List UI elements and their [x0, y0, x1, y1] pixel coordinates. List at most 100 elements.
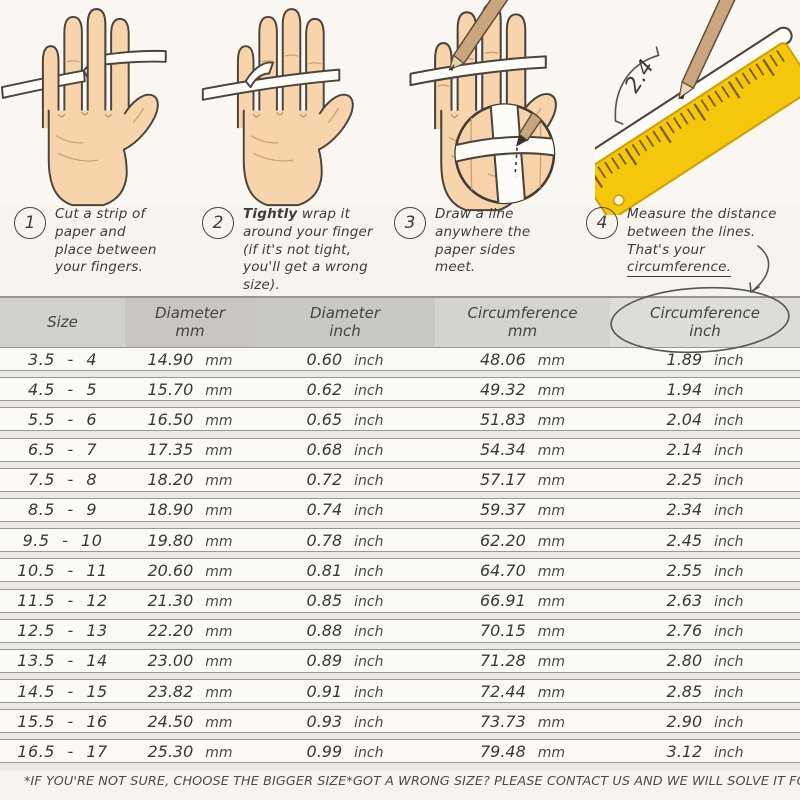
circumference-mm-value: 73.73	[479, 711, 526, 731]
size-table-header: Size Diameter mm Diameter inch Circumferen…	[0, 296, 800, 349]
cell-circumference-inch: 1.94 inch	[610, 380, 800, 399]
diameter-mm-value: 20.60	[147, 560, 194, 580]
circumference-inch-unit: inch	[714, 352, 744, 369]
cell-size: 14.5 - 15	[17, 681, 108, 701]
diameter-inch-unit: inch	[354, 594, 384, 610]
header-size: Size	[0, 298, 125, 347]
cell-size: 9.5 - 10	[22, 530, 103, 550]
circumference-mm-value: 71.28	[479, 651, 526, 671]
illustration-row: 2.4	[0, 0, 800, 216]
cell-circumference-inch: 2.55 inch	[610, 561, 800, 580]
circumference-inch-unit: inch	[714, 654, 744, 671]
diameter-mm-value: 21.30	[147, 591, 194, 610]
cell-diameter-inch: 0.81 inch	[255, 561, 435, 580]
cell-circumference-inch: 2.90 inch	[610, 712, 800, 731]
cell-diameter-mm: 15.70 mm	[125, 380, 255, 399]
cell-circumference-inch: 2.14 inch	[610, 440, 800, 459]
table-row: 8.5 - 9 18.90 mm 0.74 inch 59.37 mm 2.34 inc…	[0, 497, 800, 522]
diameter-inch-unit: inch	[354, 473, 384, 490]
diameter-inch-unit: inch	[354, 714, 384, 731]
cell-circumference-mm: 57.17 mm	[435, 470, 610, 489]
step-4: 4 Measure the distance between the lines…	[572, 206, 800, 295]
cell-size: 5.5 - 6	[27, 409, 98, 429]
cell-size: 7.5 - 8	[27, 470, 98, 490]
header-diameter-inch: Diameter inch	[255, 298, 435, 347]
circumference-mm-value: 62.20	[479, 530, 526, 550]
step-3: 3 Draw a line anywhere the paper sides m…	[380, 206, 572, 295]
circumference-mm-unit: mm	[537, 352, 566, 369]
diameter-mm-unit: mm	[205, 382, 233, 399]
table-row: 16.5 - 17 25.30 mm 0.99 inch 79.48 mm 3.12 i…	[0, 739, 800, 764]
diameter-mm-unit: mm	[205, 533, 233, 550]
circumference-inch-value: 2.04	[666, 409, 703, 429]
diameter-inch-value: 0.74	[306, 500, 343, 520]
cell-circumference-inch: 2.34 inch	[610, 500, 800, 519]
diameter-inch-unit: inch	[354, 352, 384, 369]
circumference-inch-value: 2.63	[666, 591, 703, 610]
circumference-inch-unit: inch	[714, 533, 744, 550]
cell-diameter-inch: 0.68 inch	[255, 440, 435, 459]
cell-diameter-inch: 0.88 inch	[255, 621, 435, 640]
cell-circumference-mm: 48.06 mm	[435, 350, 610, 369]
diameter-mm-value: 22.20	[147, 621, 194, 641]
footer-note-2: *GOT A WRONG SIZE? PLEASE CONTACT US AND…	[346, 774, 800, 789]
cell-diameter-inch: 0.60 inch	[255, 350, 435, 369]
circumference-inch-unit: inch	[714, 563, 744, 580]
circumference-inch-value: 1.89	[666, 349, 703, 369]
diameter-mm-unit: mm	[205, 714, 233, 731]
circumference-inch-value: 2.34	[666, 500, 703, 520]
cell-diameter-inch: 0.99 inch	[255, 742, 435, 761]
circumference-mm-unit: mm	[537, 382, 566, 399]
diameter-mm-unit: mm	[205, 624, 233, 641]
circumference-mm-value: 54.34	[479, 440, 526, 460]
cell-diameter-inch: 0.65 inch	[255, 410, 435, 429]
circumference-mm-value: 49.32	[479, 379, 526, 399]
table-row: 4.5 - 5 15.70 mm 0.62 inch 49.32 mm 1.94 inc…	[0, 377, 800, 402]
diameter-mm-unit: mm	[205, 684, 233, 701]
diameter-inch-value: 0.85	[306, 591, 343, 610]
circumference-inch-unit: inch	[714, 412, 744, 429]
footer-note-1: *IF YOU'RE NOT SURE, CHOOSE THE BIGGER S…	[24, 774, 347, 789]
cell-circumference-mm: 51.83 mm	[435, 410, 610, 429]
diameter-inch-value: 0.99	[306, 741, 343, 761]
circumference-mm-value: 72.44	[479, 681, 526, 701]
circumference-mm-unit: mm	[537, 412, 566, 429]
cell-size: 10.5 - 11	[17, 560, 108, 580]
circumference-inch-unit: inch	[714, 443, 744, 460]
circumference-mm-unit: mm	[537, 473, 566, 490]
circumference-inch-value: 2.25	[666, 470, 703, 490]
cell-size: 4.5 - 5	[27, 379, 98, 399]
header-circumference-mm: Circumference mm	[435, 298, 610, 347]
diameter-mm-value: 16.50	[147, 409, 194, 429]
circumference-inch-unit: inch	[714, 684, 744, 701]
diameter-mm-unit: mm	[205, 352, 233, 369]
step-3-number: 3	[394, 207, 426, 239]
table-row: 14.5 - 15 23.82 mm 0.91 inch 72.44 mm 2.85 i…	[0, 679, 800, 704]
diameter-mm-value: 17.35	[147, 440, 194, 460]
header-circumference-mm-label: Circumference	[467, 303, 578, 322]
diameter-inch-value: 0.91	[306, 681, 343, 701]
step-1-text: Cut a strip of paper and place between y…	[55, 206, 167, 295]
step-4-text-underlined: circumference.	[627, 259, 732, 278]
cell-circumference-inch: 2.45 inch	[610, 531, 800, 550]
diameter-mm-value: 14.90	[147, 349, 194, 369]
header-diameter-mm: Diameter mm	[125, 298, 255, 347]
cell-diameter-mm: 23.82 mm	[125, 682, 255, 701]
cell-size: 6.5 - 7	[27, 440, 98, 460]
cell-circumference-mm: 70.15 mm	[435, 621, 610, 640]
diameter-inch-value: 0.68	[306, 440, 343, 460]
cell-circumference-inch: 2.04 inch	[610, 410, 800, 429]
circumference-mm-value: 79.48	[479, 741, 526, 761]
circumference-inch-value: 3.12	[666, 741, 703, 761]
circumference-mm-value: 66.91	[479, 591, 526, 610]
cell-diameter-inch: 0.89 inch	[255, 651, 435, 670]
steps-row: 1 Cut a strip of paper and place between…	[0, 206, 800, 294]
circumference-mm-value: 70.15	[479, 621, 526, 641]
cell-diameter-inch: 0.78 inch	[255, 531, 435, 550]
step-2-text-bold: Tightly	[243, 206, 298, 222]
circumference-mm-value: 59.37	[479, 500, 526, 520]
diameter-inch-unit: inch	[354, 533, 384, 550]
diameter-inch-unit: inch	[354, 503, 384, 520]
cell-size: 16.5 - 17	[17, 741, 108, 761]
